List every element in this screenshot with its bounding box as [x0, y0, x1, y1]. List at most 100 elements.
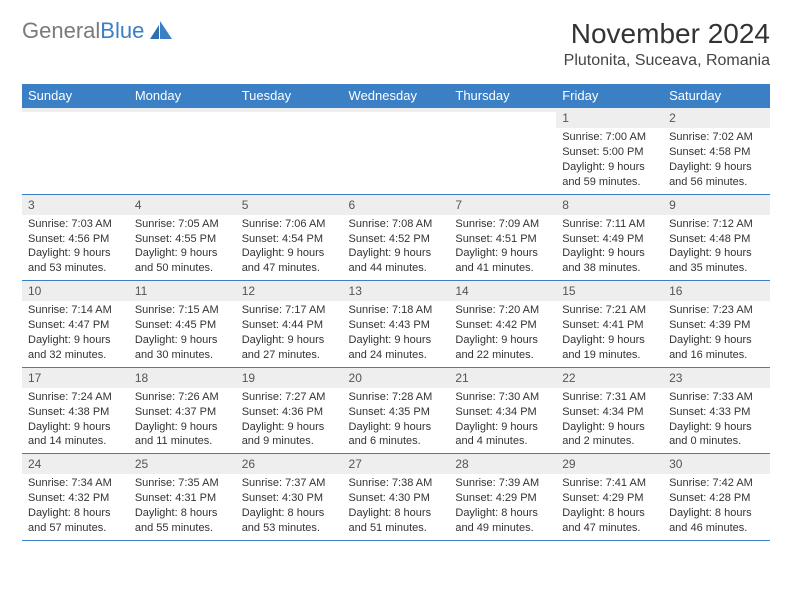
- header: GeneralBlue November 2024 Plutonita, Suc…: [22, 18, 770, 70]
- sunset-text: Sunset: 4:28 PM: [669, 491, 764, 506]
- daylight-text: Daylight: 9 hours and 38 minutes.: [562, 246, 657, 276]
- sunset-text: Sunset: 4:51 PM: [455, 232, 550, 247]
- sunset-text: Sunset: 4:30 PM: [349, 491, 444, 506]
- day-details: Sunrise: 7:05 AMSunset: 4:55 PMDaylight:…: [129, 215, 236, 280]
- daylight-text: Daylight: 9 hours and 22 minutes.: [455, 333, 550, 363]
- calendar-cell: 9Sunrise: 7:12 AMSunset: 4:48 PMDaylight…: [663, 194, 770, 281]
- sunrise-text: Sunrise: 7:21 AM: [562, 303, 657, 318]
- day-details: Sunrise: 7:39 AMSunset: 4:29 PMDaylight:…: [449, 474, 556, 539]
- day-details: [129, 112, 236, 118]
- day-number: 2: [663, 108, 770, 128]
- calendar-table: SundayMondayTuesdayWednesdayThursdayFrid…: [22, 84, 770, 541]
- daylight-text: Daylight: 8 hours and 47 minutes.: [562, 506, 657, 536]
- calendar-week: 24Sunrise: 7:34 AMSunset: 4:32 PMDayligh…: [22, 454, 770, 541]
- sunset-text: Sunset: 4:49 PM: [562, 232, 657, 247]
- daylight-text: Daylight: 8 hours and 51 minutes.: [349, 506, 444, 536]
- day-details: Sunrise: 7:35 AMSunset: 4:31 PMDaylight:…: [129, 474, 236, 539]
- day-details: Sunrise: 7:11 AMSunset: 4:49 PMDaylight:…: [556, 215, 663, 280]
- day-details: Sunrise: 7:24 AMSunset: 4:38 PMDaylight:…: [22, 388, 129, 453]
- day-details: Sunrise: 7:41 AMSunset: 4:29 PMDaylight:…: [556, 474, 663, 539]
- day-number: 5: [236, 195, 343, 215]
- day-details: Sunrise: 7:31 AMSunset: 4:34 PMDaylight:…: [556, 388, 663, 453]
- weekday-header: Sunday: [22, 84, 129, 108]
- daylight-text: Daylight: 8 hours and 55 minutes.: [135, 506, 230, 536]
- day-number: 1: [556, 108, 663, 128]
- sunset-text: Sunset: 4:58 PM: [669, 145, 764, 160]
- day-details: [449, 112, 556, 118]
- day-number: 23: [663, 368, 770, 388]
- day-number: 11: [129, 281, 236, 301]
- calendar-cell: 26Sunrise: 7:37 AMSunset: 4:30 PMDayligh…: [236, 454, 343, 541]
- calendar-cell: 29Sunrise: 7:41 AMSunset: 4:29 PMDayligh…: [556, 454, 663, 541]
- day-details: Sunrise: 7:15 AMSunset: 4:45 PMDaylight:…: [129, 301, 236, 366]
- sunrise-text: Sunrise: 7:05 AM: [135, 217, 230, 232]
- daylight-text: Daylight: 9 hours and 32 minutes.: [28, 333, 123, 363]
- calendar-cell: 7Sunrise: 7:09 AMSunset: 4:51 PMDaylight…: [449, 194, 556, 281]
- sunset-text: Sunset: 4:36 PM: [242, 405, 337, 420]
- weekday-header: Monday: [129, 84, 236, 108]
- sunset-text: Sunset: 4:42 PM: [455, 318, 550, 333]
- logo: GeneralBlue: [22, 18, 176, 44]
- calendar-cell: 1Sunrise: 7:00 AMSunset: 5:00 PMDaylight…: [556, 108, 663, 195]
- day-number: 26: [236, 454, 343, 474]
- sunrise-text: Sunrise: 7:24 AM: [28, 390, 123, 405]
- daylight-text: Daylight: 9 hours and 24 minutes.: [349, 333, 444, 363]
- title-block: November 2024 Plutonita, Suceava, Romani…: [564, 18, 770, 70]
- calendar-cell: 22Sunrise: 7:31 AMSunset: 4:34 PMDayligh…: [556, 367, 663, 454]
- daylight-text: Daylight: 9 hours and 35 minutes.: [669, 246, 764, 276]
- day-details: Sunrise: 7:38 AMSunset: 4:30 PMDaylight:…: [343, 474, 450, 539]
- sunrise-text: Sunrise: 7:00 AM: [562, 130, 657, 145]
- daylight-text: Daylight: 9 hours and 53 minutes.: [28, 246, 123, 276]
- calendar-cell: 21Sunrise: 7:30 AMSunset: 4:34 PMDayligh…: [449, 367, 556, 454]
- day-number: 27: [343, 454, 450, 474]
- calendar-cell: 10Sunrise: 7:14 AMSunset: 4:47 PMDayligh…: [22, 281, 129, 368]
- weekday-header: Tuesday: [236, 84, 343, 108]
- sunrise-text: Sunrise: 7:26 AM: [135, 390, 230, 405]
- day-number: 3: [22, 195, 129, 215]
- daylight-text: Daylight: 9 hours and 4 minutes.: [455, 420, 550, 450]
- daylight-text: Daylight: 9 hours and 19 minutes.: [562, 333, 657, 363]
- day-details: Sunrise: 7:08 AMSunset: 4:52 PMDaylight:…: [343, 215, 450, 280]
- month-title: November 2024: [564, 18, 770, 50]
- calendar-cell: 18Sunrise: 7:26 AMSunset: 4:37 PMDayligh…: [129, 367, 236, 454]
- calendar-week: 17Sunrise: 7:24 AMSunset: 4:38 PMDayligh…: [22, 367, 770, 454]
- calendar-cell: 24Sunrise: 7:34 AMSunset: 4:32 PMDayligh…: [22, 454, 129, 541]
- calendar-cell: 13Sunrise: 7:18 AMSunset: 4:43 PMDayligh…: [343, 281, 450, 368]
- sunset-text: Sunset: 4:29 PM: [562, 491, 657, 506]
- day-number: 13: [343, 281, 450, 301]
- daylight-text: Daylight: 9 hours and 59 minutes.: [562, 160, 657, 190]
- sunrise-text: Sunrise: 7:20 AM: [455, 303, 550, 318]
- sunset-text: Sunset: 4:41 PM: [562, 318, 657, 333]
- day-details: Sunrise: 7:42 AMSunset: 4:28 PMDaylight:…: [663, 474, 770, 539]
- sunset-text: Sunset: 4:56 PM: [28, 232, 123, 247]
- day-number: 18: [129, 368, 236, 388]
- day-number: 4: [129, 195, 236, 215]
- logo-word2: Blue: [100, 18, 144, 43]
- sunset-text: Sunset: 4:34 PM: [562, 405, 657, 420]
- calendar-cell: 15Sunrise: 7:21 AMSunset: 4:41 PMDayligh…: [556, 281, 663, 368]
- day-number: 12: [236, 281, 343, 301]
- sunrise-text: Sunrise: 7:39 AM: [455, 476, 550, 491]
- day-details: Sunrise: 7:06 AMSunset: 4:54 PMDaylight:…: [236, 215, 343, 280]
- weekday-header: Thursday: [449, 84, 556, 108]
- calendar-cell: 17Sunrise: 7:24 AMSunset: 4:38 PMDayligh…: [22, 367, 129, 454]
- day-number: 7: [449, 195, 556, 215]
- calendar-cell: 19Sunrise: 7:27 AMSunset: 4:36 PMDayligh…: [236, 367, 343, 454]
- day-number: 9: [663, 195, 770, 215]
- sunset-text: Sunset: 4:37 PM: [135, 405, 230, 420]
- calendar-cell: [22, 108, 129, 195]
- daylight-text: Daylight: 9 hours and 56 minutes.: [669, 160, 764, 190]
- day-number: 16: [663, 281, 770, 301]
- day-number: 19: [236, 368, 343, 388]
- calendar-cell: 5Sunrise: 7:06 AMSunset: 4:54 PMDaylight…: [236, 194, 343, 281]
- calendar-cell: [449, 108, 556, 195]
- sunrise-text: Sunrise: 7:34 AM: [28, 476, 123, 491]
- daylight-text: Daylight: 9 hours and 6 minutes.: [349, 420, 444, 450]
- daylight-text: Daylight: 9 hours and 16 minutes.: [669, 333, 764, 363]
- sunrise-text: Sunrise: 7:31 AM: [562, 390, 657, 405]
- sunset-text: Sunset: 4:34 PM: [455, 405, 550, 420]
- daylight-text: Daylight: 9 hours and 44 minutes.: [349, 246, 444, 276]
- daylight-text: Daylight: 9 hours and 2 minutes.: [562, 420, 657, 450]
- calendar-cell: 20Sunrise: 7:28 AMSunset: 4:35 PMDayligh…: [343, 367, 450, 454]
- logo-sails-icon: [150, 19, 176, 44]
